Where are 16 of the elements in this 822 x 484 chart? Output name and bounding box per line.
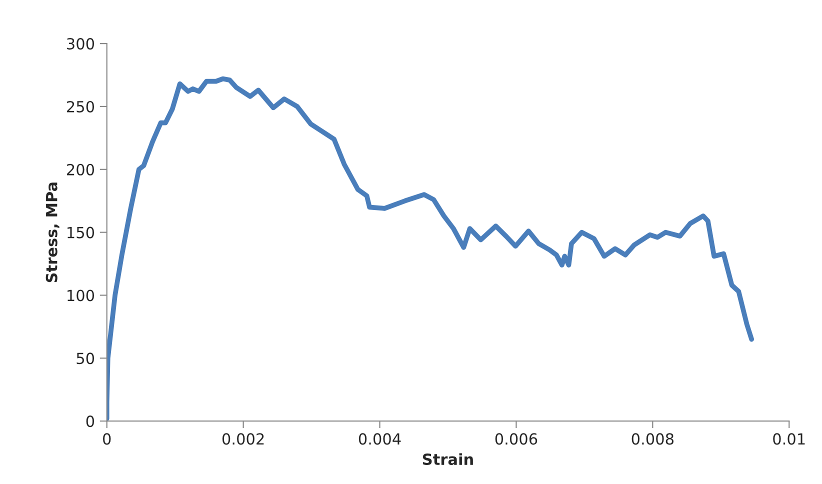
y-tick-label: 0 bbox=[86, 416, 94, 428]
x-tick-label: 0 bbox=[103, 433, 111, 445]
x-tick-label: 0.004 bbox=[358, 433, 401, 445]
y-tick-label: 100 bbox=[68, 290, 94, 302]
x-tick-label: 0.006 bbox=[495, 433, 538, 445]
y-tick-label: 200 bbox=[67, 164, 94, 176]
y-tick-label: 250 bbox=[67, 100, 94, 112]
y-axis-title: Stress, MPa bbox=[46, 182, 60, 282]
x-tick-label: 0.01 bbox=[773, 433, 805, 445]
y-tick-label: 50 bbox=[76, 352, 94, 364]
y-tick-label: 150 bbox=[68, 226, 94, 238]
x-tick-label: 0.008 bbox=[632, 433, 674, 445]
line-series bbox=[106, 76, 754, 421]
x-tick-label: 0.002 bbox=[222, 433, 264, 445]
y-tick-label: 300 bbox=[67, 38, 94, 50]
x-axis-title: Strain bbox=[422, 453, 473, 466]
